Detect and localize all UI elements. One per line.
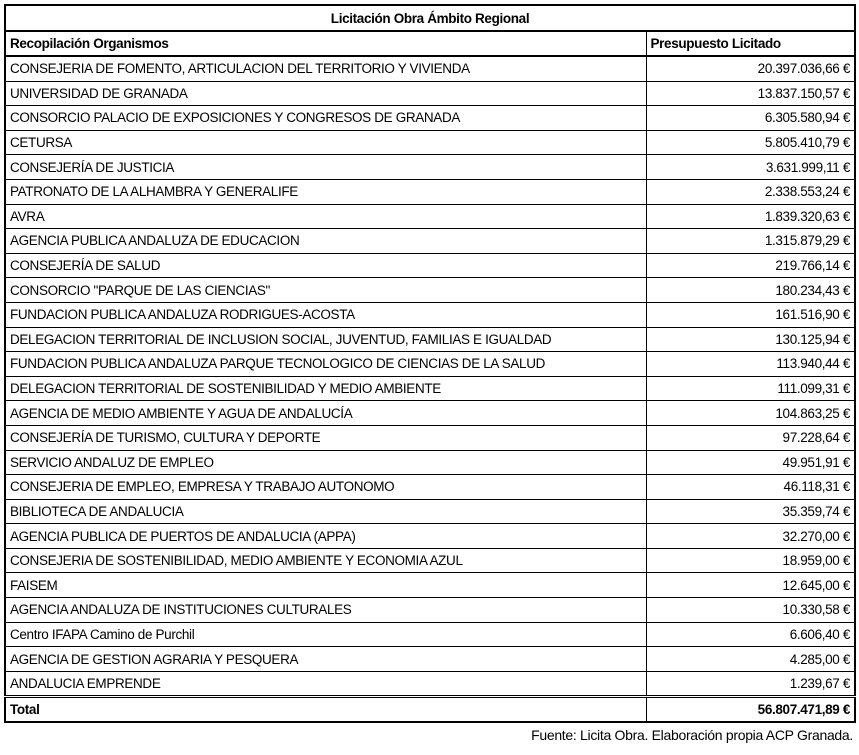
presupuesto-cell: 20.397.036,66 € [645,55,857,82]
table-row: CONSEJERIA DE FOMENTO, ARTICULACION DEL … [4,55,857,82]
source-note: Fuente: Licita Obra. Elaboración propia … [531,727,853,743]
table-row: DELEGACION TERRITORIAL DE INCLUSION SOCI… [4,326,857,353]
organismo-cell: CONSEJERÍA DE TURISMO, CULTURA Y DEPORTE [4,424,647,451]
presupuesto-cell: 2.338.553,24 € [645,178,857,205]
organismo-cell: CONSORCIO PALACIO DE EXPOSICIONES Y CONG… [4,105,647,131]
organismo-cell: AVRA [4,203,647,230]
organismo-cell: AGENCIA DE MEDIO AMBIENTE Y AGUA DE ANDA… [4,400,647,426]
presupuesto-cell: 113.940,44 € [645,351,857,377]
organismo-cell: ANDALUCIA EMPRENDE [4,670,647,698]
organismo-cell: CETURSA [4,129,647,156]
table-row: CONSEJERÍA DE TURISMO, CULTURA Y DEPORTE… [4,424,857,451]
organismo-cell: AGENCIA PUBLICA ANDALUZA DE EDUCACION [4,228,647,254]
presupuesto-cell: 12.645,00 € [645,572,857,599]
table-row: CONSEJERIA DE SOSTENIBILIDAD, MEDIO AMBI… [4,547,857,574]
table-row: CETURSA 5.805.410,79 € [4,129,857,156]
organismo-cell: AGENCIA PUBLICA DE PUERTOS DE ANDALUCIA … [4,523,647,549]
presupuesto-cell: 180.234,43 € [645,277,857,303]
table-title-row: Licitación Obra Ámbito Regional [3,4,857,32]
organismo-cell: BIBLIOTECA DE ANDALUCIA [4,498,647,525]
presupuesto-cell: 32.270,00 € [645,523,857,549]
presupuesto-cell: 130.125,94 € [645,326,857,353]
presupuesto-cell: 219.766,14 € [645,252,857,279]
presupuesto-cell: 104.863,25 € [645,400,857,426]
table-row: CONSEJERÍA DE JUSTICIA 3.631.999,11 € [4,154,857,180]
presupuesto-cell: 49.951,91 € [645,449,857,476]
total-row: Total 56.807.471,89 € [4,695,857,724]
table-row: AGENCIA PUBLICA DE PUERTOS DE ANDALUCIA … [4,523,857,549]
organismo-cell: CONSORCIO "PARQUE DE LAS CIENCIAS" [4,277,647,303]
organismo-cell: PATRONATO DE LA ALHAMBRA Y GENERALIFE [4,178,647,205]
presupuesto-cell: 1.239,67 € [645,670,857,698]
total-value: 56.807.471,89 € [645,695,857,724]
organismo-cell: CONSEJERÍA DE SALUD [4,252,647,279]
table-row: SERVICIO ANDALUZ DE EMPLEO 49.951,91 € [4,449,857,476]
presupuesto-cell: 1.839.320,63 € [645,203,857,230]
total-label: Total [4,695,647,724]
presupuesto-cell: 5.805.410,79 € [645,129,857,156]
table-row: CONSORCIO "PARQUE DE LAS CIENCIAS" 180.23… [4,277,857,303]
organismo-cell: FUNDACION PUBLICA ANDALUZA RODRIGUES-ACO… [4,301,647,328]
table-row: FAISEM 12.645,00 € [4,572,857,599]
organismo-cell: SERVICIO ANDALUZ DE EMPLEO [4,449,647,476]
organismo-cell: CONSEJERIA DE SOSTENIBILIDAD, MEDIO AMBI… [4,547,647,574]
table-row: ANDALUCIA EMPRENDE 1.239,67 € [4,670,857,698]
organismo-cell: CONSEJERÍA DE JUSTICIA [4,154,647,180]
presupuesto-cell: 13.837.150,57 € [645,80,857,107]
presupuesto-cell: 161.516,90 € [645,301,857,328]
organismo-cell: AGENCIA ANDALUZA DE INSTITUCIONES CULTUR… [4,597,647,623]
table-row: AVRA 1.839.320,63 € [4,203,857,230]
organismo-cell: DELEGACION TERRITORIAL DE SOSTENIBILIDAD… [4,375,647,402]
presupuesto-cell: 1.315.879,29 € [645,228,857,254]
presupuesto-cell: 46.118,31 € [645,474,857,500]
presupuesto-cell: 97.228,64 € [645,424,857,451]
presupuesto-cell: 111.099,31 € [645,375,857,402]
header-presupuesto: Presupuesto Licitado [645,30,857,57]
organismo-cell: DELEGACION TERRITORIAL DE INCLUSION SOCI… [4,326,647,353]
organismo-cell: AGENCIA DE GESTION AGRARIA Y PESQUERA [4,646,647,672]
table-row: FUNDACION PUBLICA ANDALUZA RODRIGUES-ACO… [4,301,857,328]
budget-table: Licitación Obra Ámbito Regional Recopila… [3,4,857,724]
organismo-cell: UNIVERSIDAD DE GRANADA [4,80,647,107]
presupuesto-cell: 4.285,00 € [645,646,857,672]
presupuesto-cell: 18.959,00 € [645,547,857,574]
table-row: AGENCIA PUBLICA ANDALUZA DE EDUCACION 1.3… [4,228,857,254]
table-row: UNIVERSIDAD DE GRANADA 13.837.150,57 € [4,80,857,107]
table-row: CONSEJERÍA DE SALUD 219.766,14 € [4,252,857,279]
table-header-row: Recopilación Organismos Presupuesto Lici… [4,30,857,57]
presupuesto-cell: 10.330,58 € [645,597,857,623]
table-row: CONSORCIO PALACIO DE EXPOSICIONES Y CONG… [4,105,857,131]
table-row: AGENCIA DE MEDIO AMBIENTE Y AGUA DE ANDA… [4,400,857,426]
presupuesto-cell: 35.359,74 € [645,498,857,525]
table-row: PATRONATO DE LA ALHAMBRA Y GENERALIFE 2.3… [4,178,857,205]
organismo-cell: FAISEM [4,572,647,599]
table-row: AGENCIA ANDALUZA DE INSTITUCIONES CULTUR… [4,597,857,623]
presupuesto-cell: 6.305.580,94 € [645,105,857,131]
table-row: DELEGACION TERRITORIAL DE SOSTENIBILIDAD… [4,375,857,402]
table-row: Centro IFAPA Camino de Purchil 6.606,40 € [4,621,857,648]
presupuesto-cell: 6.606,40 € [645,621,857,648]
presupuesto-cell: 3.631.999,11 € [645,154,857,180]
header-organismo: Recopilación Organismos [4,30,647,57]
table-title: Licitación Obra Ámbito Regional [3,4,857,32]
organismo-cell: FUNDACION PUBLICA ANDALUZA PARQUE TECNOL… [4,351,647,377]
table-row: FUNDACION PUBLICA ANDALUZA PARQUE TECNOL… [4,351,857,377]
organismo-cell: CONSEJERIA DE FOMENTO, ARTICULACION DEL … [4,55,647,82]
table-row: AGENCIA DE GESTION AGRARIA Y PESQUERA 4.2… [4,646,857,672]
table-row: BIBLIOTECA DE ANDALUCIA 35.359,74 € [4,498,857,525]
organismo-cell: Centro IFAPA Camino de Purchil [4,621,647,648]
organismo-cell: CONSEJERIA DE EMPLEO, EMPRESA Y TRABAJO … [4,474,647,500]
table-row: CONSEJERIA DE EMPLEO, EMPRESA Y TRABAJO … [4,474,857,500]
